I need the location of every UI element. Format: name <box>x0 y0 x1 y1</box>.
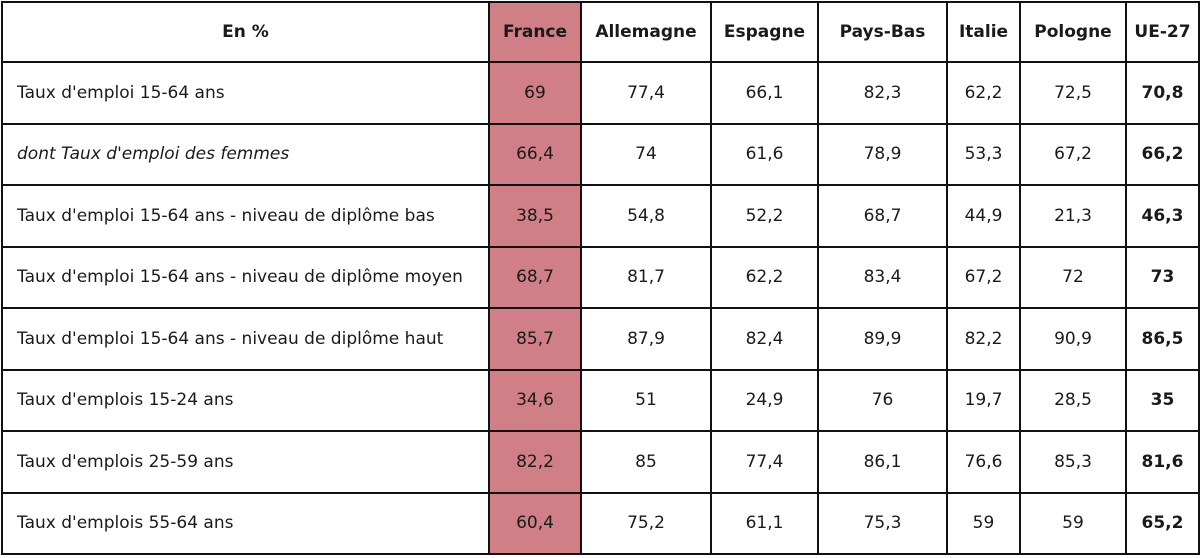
cell-pologne: 28,5 <box>1019 368 1127 432</box>
cell-espagne: 66,1 <box>710 61 819 125</box>
table-row: Taux d'emploi 15-64 ans - niveau de dipl… <box>1 184 1200 248</box>
cell-allemagne: 54,8 <box>580 184 712 248</box>
cell-france: 34,6 <box>488 368 582 432</box>
row-label: dont Taux d'emploi des femmes <box>1 122 490 186</box>
cell-espagne: 61,1 <box>710 491 819 555</box>
cell-italie: 67,2 <box>946 245 1021 309</box>
cell-pologne: 67,2 <box>1019 122 1127 186</box>
cell-allemagne: 74 <box>580 122 712 186</box>
cell-allemagne: 51 <box>580 368 712 432</box>
cell-ue27: 35 <box>1125 368 1200 432</box>
cell-pologne: 85,3 <box>1019 430 1127 494</box>
cell-france: 68,7 <box>488 245 582 309</box>
cell-italie: 44,9 <box>946 184 1021 248</box>
cell-allemagne: 87,9 <box>580 307 712 371</box>
cell-italie: 76,6 <box>946 430 1021 494</box>
cell-allemagne: 77,4 <box>580 61 712 125</box>
cell-france: 66,4 <box>488 122 582 186</box>
cell-ue27: 81,6 <box>1125 430 1200 494</box>
cell-pays-bas: 75,3 <box>817 491 948 555</box>
cell-ue27: 86,5 <box>1125 307 1200 371</box>
row-label: Taux d'emplois 25-59 ans <box>1 430 490 494</box>
cell-espagne: 77,4 <box>710 430 819 494</box>
cell-italie: 82,2 <box>946 307 1021 371</box>
cell-allemagne: 85 <box>580 430 712 494</box>
cell-pologne: 72 <box>1019 245 1127 309</box>
cell-ue27: 66,2 <box>1125 122 1200 186</box>
row-label: Taux d'emploi 15-64 ans - niveau de dipl… <box>1 184 490 248</box>
cell-italie: 19,7 <box>946 368 1021 432</box>
table-row: Taux d'emplois 55-64 ans 60,4 75,2 61,1 75,3… <box>1 491 1200 555</box>
table-row: Taux d'emplois 25-59 ans 82,2 85 77,4 86,1 76… <box>1 430 1200 494</box>
cell-france: 60,4 <box>488 491 582 555</box>
row-label: Taux d'emplois 55-64 ans <box>1 491 490 555</box>
cell-pays-bas: 68,7 <box>817 184 948 248</box>
row-label: Taux d'emplois 15-24 ans <box>1 368 490 432</box>
cell-pologne: 59 <box>1019 491 1127 555</box>
row-label: Taux d'emploi 15-64 ans - niveau de dipl… <box>1 245 490 309</box>
cell-pologne: 72,5 <box>1019 61 1127 125</box>
column-header-pays-bas: Pays-Bas <box>817 1 948 63</box>
cell-espagne: 82,4 <box>710 307 819 371</box>
cell-allemagne: 75,2 <box>580 491 712 555</box>
cell-italie: 53,3 <box>946 122 1021 186</box>
table-row: Taux d'emploi 15-64 ans - niveau de dipl… <box>1 307 1200 371</box>
column-header-espagne: Espagne <box>710 1 819 63</box>
column-header-france: France <box>488 1 582 63</box>
cell-pologne: 21,3 <box>1019 184 1127 248</box>
cell-pays-bas: 89,9 <box>817 307 948 371</box>
cell-france: 69 <box>488 61 582 125</box>
cell-espagne: 24,9 <box>710 368 819 432</box>
row-label: Taux d'emploi 15-64 ans <box>1 61 490 125</box>
table-row: Taux d'emploi 15-64 ans - niveau de dipl… <box>1 245 1200 309</box>
column-header-italie: Italie <box>946 1 1021 63</box>
cell-italie: 62,2 <box>946 61 1021 125</box>
table-body: Taux d'emploi 15-64 ans 69 77,4 66,1 82,3 62,… <box>1 61 1200 555</box>
cell-ue27: 65,2 <box>1125 491 1200 555</box>
cell-pays-bas: 78,9 <box>817 122 948 186</box>
cell-ue27: 73 <box>1125 245 1200 309</box>
table-row: Taux d'emplois 15-24 ans 34,6 51 24,9 76 19,7… <box>1 368 1200 432</box>
cell-pays-bas: 83,4 <box>817 245 948 309</box>
header-row: En % France Allemagne Espagne Pays-Bas I… <box>1 1 1200 63</box>
cell-espagne: 62,2 <box>710 245 819 309</box>
cell-france: 85,7 <box>488 307 582 371</box>
cell-pologne: 90,9 <box>1019 307 1127 371</box>
table-row: Taux d'emploi 15-64 ans 69 77,4 66,1 82,3 62,… <box>1 61 1200 125</box>
column-header-allemagne: Allemagne <box>580 1 712 63</box>
table-row: dont Taux d'emploi des femmes 66,4 74 61,6 7… <box>1 122 1200 186</box>
cell-allemagne: 81,7 <box>580 245 712 309</box>
row-label: Taux d'emploi 15-64 ans - niveau de dipl… <box>1 307 490 371</box>
cell-ue27: 70,8 <box>1125 61 1200 125</box>
cell-pays-bas: 76 <box>817 368 948 432</box>
cell-espagne: 52,2 <box>710 184 819 248</box>
column-header-ue27: UE-27 <box>1125 1 1200 63</box>
column-header-pologne: Pologne <box>1019 1 1127 63</box>
corner-header: En % <box>1 1 490 63</box>
cell-italie: 59 <box>946 491 1021 555</box>
cell-pays-bas: 82,3 <box>817 61 948 125</box>
cell-france: 82,2 <box>488 430 582 494</box>
cell-france: 38,5 <box>488 184 582 248</box>
cell-espagne: 61,6 <box>710 122 819 186</box>
cell-pays-bas: 86,1 <box>817 430 948 494</box>
cell-ue27: 46,3 <box>1125 184 1200 248</box>
